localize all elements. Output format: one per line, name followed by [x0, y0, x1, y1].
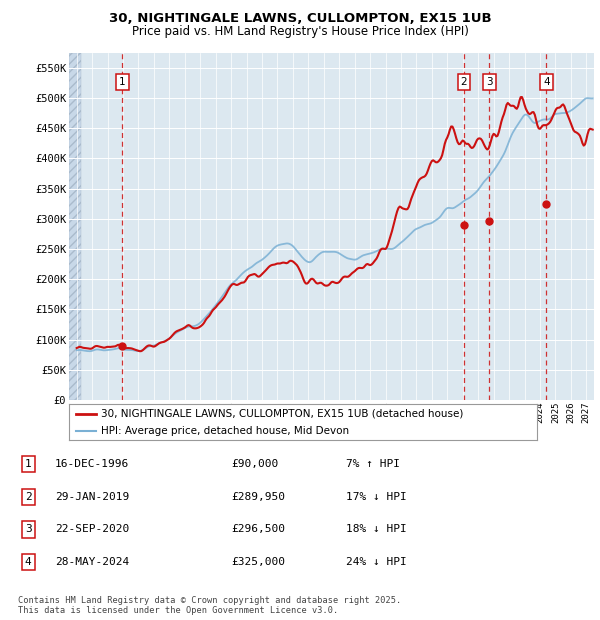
Text: 4: 4 [543, 78, 550, 87]
Text: 1: 1 [25, 459, 32, 469]
Text: 28-MAY-2024: 28-MAY-2024 [55, 557, 130, 567]
Text: 3: 3 [486, 78, 493, 87]
Text: 17% ↓ HPI: 17% ↓ HPI [346, 492, 407, 502]
Text: 4: 4 [25, 557, 32, 567]
Text: 22-SEP-2020: 22-SEP-2020 [55, 525, 130, 534]
Text: £325,000: £325,000 [231, 557, 285, 567]
Text: 30, NIGHTINGALE LAWNS, CULLOMPTON, EX15 1UB (detached house): 30, NIGHTINGALE LAWNS, CULLOMPTON, EX15 … [101, 409, 463, 419]
Text: 24% ↓ HPI: 24% ↓ HPI [346, 557, 407, 567]
Text: 2: 2 [461, 78, 467, 87]
Text: HPI: Average price, detached house, Mid Devon: HPI: Average price, detached house, Mid … [101, 426, 349, 436]
Text: 30, NIGHTINGALE LAWNS, CULLOMPTON, EX15 1UB: 30, NIGHTINGALE LAWNS, CULLOMPTON, EX15 … [109, 12, 491, 25]
Text: 1: 1 [119, 78, 126, 87]
Text: £289,950: £289,950 [231, 492, 285, 502]
Text: 29-JAN-2019: 29-JAN-2019 [55, 492, 130, 502]
Text: Contains HM Land Registry data © Crown copyright and database right 2025.
This d: Contains HM Land Registry data © Crown c… [18, 596, 401, 615]
Text: 2: 2 [25, 492, 32, 502]
Text: 18% ↓ HPI: 18% ↓ HPI [346, 525, 407, 534]
Text: 7% ↑ HPI: 7% ↑ HPI [346, 459, 400, 469]
Text: Price paid vs. HM Land Registry's House Price Index (HPI): Price paid vs. HM Land Registry's House … [131, 25, 469, 38]
Text: £296,500: £296,500 [231, 525, 285, 534]
Text: 16-DEC-1996: 16-DEC-1996 [55, 459, 130, 469]
Text: 3: 3 [25, 525, 32, 534]
Text: £90,000: £90,000 [231, 459, 278, 469]
